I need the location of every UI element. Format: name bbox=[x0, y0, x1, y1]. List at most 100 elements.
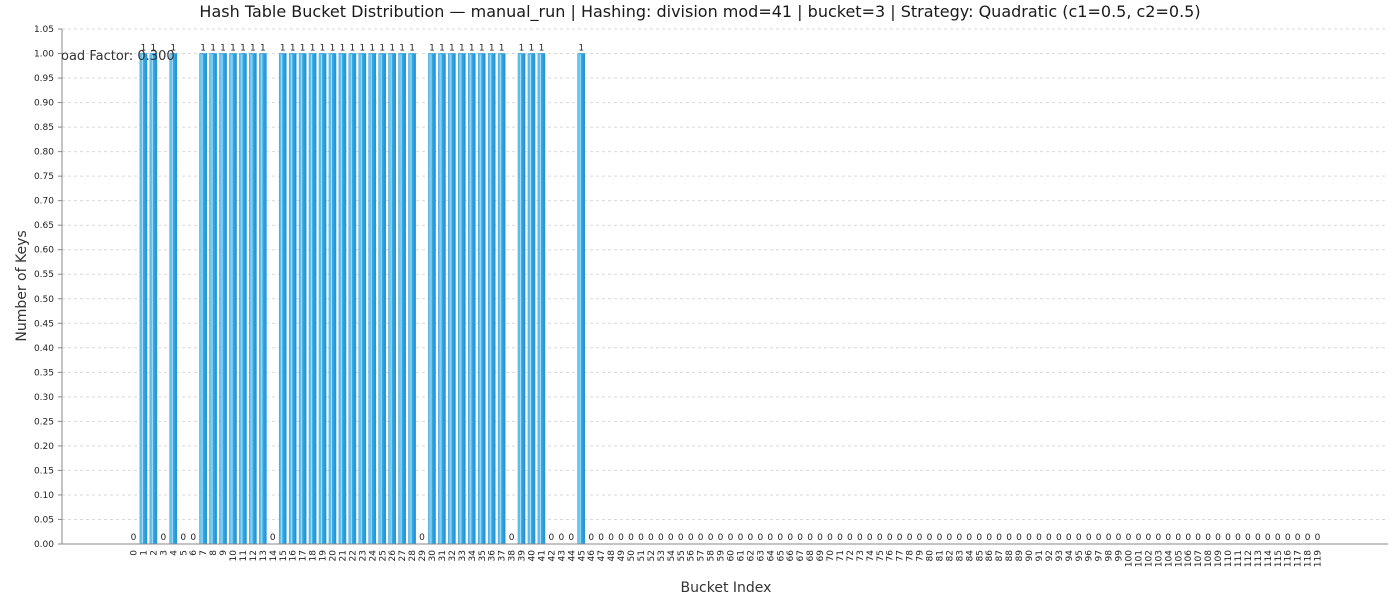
x-tick-label: 41 bbox=[537, 550, 547, 561]
data-label: 0 bbox=[1215, 533, 1221, 543]
x-tick-label: 53 bbox=[657, 550, 667, 561]
y-tick-label: 0.55 bbox=[34, 270, 54, 280]
bar bbox=[578, 54, 585, 544]
x-tick-label: 50 bbox=[627, 550, 637, 562]
y-tick-label: 0.60 bbox=[34, 246, 54, 256]
bar bbox=[299, 54, 306, 544]
bar bbox=[289, 54, 296, 544]
x-tick-label: 24 bbox=[368, 550, 378, 562]
bar bbox=[210, 54, 217, 544]
x-tick-label: 118 bbox=[1304, 550, 1314, 567]
x-tick-label: 3 bbox=[159, 550, 169, 556]
data-label: 0 bbox=[1146, 533, 1152, 543]
bar bbox=[259, 54, 266, 544]
x-tick-label: 90 bbox=[1025, 550, 1035, 562]
x-tick-label: 54 bbox=[667, 550, 677, 562]
data-label: 1 bbox=[230, 44, 236, 54]
data-label: 0 bbox=[160, 533, 166, 543]
x-tick-label: 8 bbox=[209, 550, 219, 556]
bar bbox=[538, 54, 545, 544]
y-tick-label: 1.05 bbox=[34, 25, 54, 35]
x-tick-label: 115 bbox=[1274, 550, 1284, 567]
x-tick-label: 7 bbox=[199, 550, 209, 556]
bar bbox=[349, 54, 356, 544]
x-tick-label: 12 bbox=[249, 550, 259, 561]
data-label: 0 bbox=[678, 533, 684, 543]
data-label: 0 bbox=[847, 533, 853, 543]
y-tick-label: 0.75 bbox=[34, 172, 54, 182]
y-tick-label: 0.30 bbox=[34, 393, 54, 403]
x-tick-label: 58 bbox=[707, 550, 717, 562]
data-label: 0 bbox=[927, 533, 933, 543]
y-tick-label: 0.65 bbox=[34, 221, 54, 231]
bar bbox=[220, 54, 227, 544]
x-tick-label: 79 bbox=[916, 550, 926, 562]
x-tick-label: 48 bbox=[607, 550, 617, 562]
x-tick-label: 15 bbox=[279, 550, 289, 561]
data-label: 0 bbox=[190, 533, 196, 543]
bar bbox=[528, 54, 535, 544]
x-tick-label: 105 bbox=[1174, 550, 1184, 567]
bar bbox=[170, 54, 177, 544]
data-label: 1 bbox=[499, 44, 505, 54]
x-tick-label: 61 bbox=[736, 550, 746, 561]
x-tick-label: 44 bbox=[567, 550, 577, 562]
y-tick-label: 0.05 bbox=[34, 515, 54, 525]
data-label: 0 bbox=[718, 533, 724, 543]
x-tick-label: 73 bbox=[856, 550, 866, 561]
data-label: 1 bbox=[409, 44, 415, 54]
x-tick-label: 14 bbox=[269, 550, 279, 562]
data-label: 0 bbox=[937, 533, 943, 543]
x-tick-label: 75 bbox=[876, 550, 886, 561]
data-label: 0 bbox=[638, 533, 644, 543]
x-tick-label: 110 bbox=[1224, 550, 1234, 567]
x-tick-label: 77 bbox=[896, 550, 906, 561]
x-tick-label: 4 bbox=[169, 550, 179, 556]
data-label: 1 bbox=[260, 44, 266, 54]
x-tick-label: 93 bbox=[1055, 550, 1065, 561]
data-label: 1 bbox=[489, 44, 495, 54]
data-label: 0 bbox=[897, 533, 903, 543]
bar bbox=[478, 54, 485, 544]
data-label: 0 bbox=[1126, 533, 1132, 543]
data-label: 0 bbox=[270, 533, 276, 543]
x-tick-label: 95 bbox=[1075, 550, 1085, 561]
bar bbox=[339, 54, 346, 544]
x-tick-label: 114 bbox=[1264, 550, 1274, 567]
data-label: 0 bbox=[1076, 533, 1082, 543]
x-axis-label: Bucket Index bbox=[681, 580, 772, 596]
x-tick-label: 99 bbox=[1115, 550, 1125, 562]
y-tick-label: 1.00 bbox=[34, 50, 54, 60]
data-label: 0 bbox=[180, 533, 186, 543]
data-label: 0 bbox=[568, 533, 574, 543]
data-label: 1 bbox=[389, 44, 395, 54]
x-tick-label: 22 bbox=[348, 550, 358, 561]
x-tick-label: 49 bbox=[617, 550, 627, 562]
x-tick-label: 57 bbox=[697, 550, 707, 561]
bar bbox=[399, 54, 406, 544]
x-tick-label: 74 bbox=[866, 550, 876, 562]
x-tick-label: 31 bbox=[438, 550, 448, 561]
data-label: 1 bbox=[240, 44, 246, 54]
data-label: 0 bbox=[1056, 533, 1062, 543]
data-label: 0 bbox=[1185, 533, 1191, 543]
x-tick-label: 37 bbox=[498, 550, 508, 561]
x-tick-label: 108 bbox=[1204, 550, 1214, 567]
x-tick-label: 25 bbox=[378, 550, 388, 561]
x-tick-label: 103 bbox=[1154, 550, 1164, 567]
bar bbox=[468, 54, 475, 544]
y-tick-label: 0.80 bbox=[34, 148, 54, 158]
x-tick-label: 89 bbox=[1015, 550, 1025, 562]
x-tick-label: 19 bbox=[319, 550, 329, 562]
x-tick-label: 51 bbox=[637, 550, 647, 561]
x-tick-label: 10 bbox=[229, 550, 239, 562]
x-tick-label: 97 bbox=[1095, 550, 1105, 561]
x-tick-label: 35 bbox=[478, 550, 488, 561]
data-label: 0 bbox=[807, 533, 813, 543]
x-tick-label: 101 bbox=[1134, 550, 1144, 567]
data-label: 1 bbox=[359, 44, 365, 54]
bar bbox=[249, 54, 256, 544]
x-tick-label: 102 bbox=[1144, 550, 1154, 567]
x-tick-label: 119 bbox=[1314, 550, 1324, 567]
x-tick-label: 66 bbox=[786, 550, 796, 562]
